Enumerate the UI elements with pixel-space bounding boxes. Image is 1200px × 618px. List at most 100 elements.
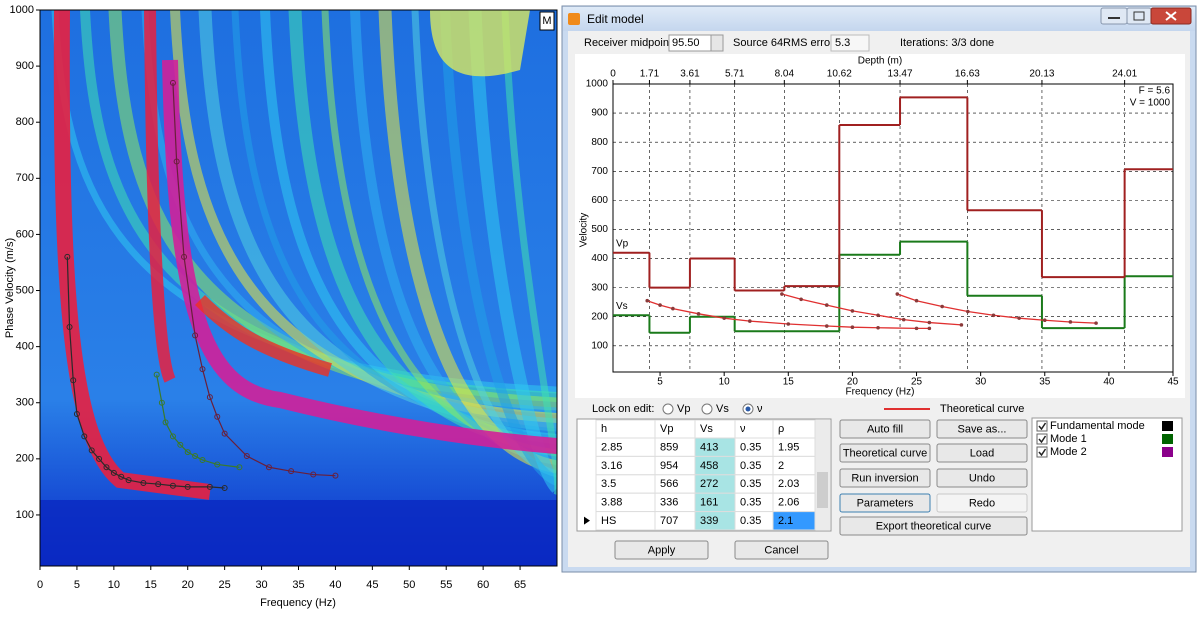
button[interactable] — [936, 443, 1028, 463]
curve-point — [914, 326, 919, 331]
button-label: Save as... — [958, 423, 1007, 435]
pick-point — [158, 399, 165, 406]
table-cell-text: 0.35 — [740, 478, 761, 490]
button[interactable] — [839, 419, 931, 439]
curve-point — [1042, 318, 1047, 323]
annotation: V = 1000 — [1130, 98, 1171, 109]
mode-name: Mode 1 — [1050, 433, 1087, 445]
chart-area — [575, 54, 1185, 398]
table-cell-text: 954 — [660, 460, 678, 472]
table-cell-text: 0.35 — [740, 515, 761, 527]
pick-point — [184, 449, 191, 456]
table-cell[interactable] — [772, 511, 816, 531]
curve-point — [722, 316, 726, 320]
pick-point — [214, 413, 221, 420]
table-cell-text: 3.5 — [601, 478, 616, 490]
image-streak — [468, 10, 557, 493]
x-tick-label: 35 — [292, 579, 304, 591]
scrollbar-thumb[interactable] — [817, 472, 828, 508]
dispersion-image — [40, 10, 557, 566]
iterations-label: Iterations: 3/3 done — [900, 37, 994, 49]
mode-checkbox[interactable] — [1036, 420, 1048, 432]
curve-point — [658, 303, 662, 307]
y-tick-label: 800 — [16, 116, 34, 128]
pick-point — [103, 464, 110, 471]
x-tick-label: 40 — [1103, 377, 1115, 388]
y-tick-label: 600 — [591, 195, 608, 206]
table-cell-text: 2.03 — [778, 478, 799, 490]
pick-point — [243, 453, 250, 460]
y-tick-label: 200 — [591, 311, 608, 322]
curve-point — [786, 322, 791, 326]
pick-point — [288, 468, 295, 475]
button[interactable] — [839, 516, 1028, 536]
curve-point — [927, 320, 932, 325]
x-tick-label: 25 — [911, 377, 923, 388]
x-tick-label: 20 — [847, 377, 859, 388]
theoretical-legend-label: Theoretical curve — [940, 403, 1024, 415]
title-bar — [563, 7, 1195, 31]
button[interactable] — [936, 419, 1028, 439]
depth-tick-label: 24.01 — [1112, 69, 1137, 80]
curve-point — [927, 326, 932, 331]
curve-point — [671, 306, 675, 311]
rms-label: RMS error — [783, 37, 834, 49]
pick-point — [169, 482, 176, 489]
mode-checkbox[interactable] — [1036, 433, 1048, 445]
pick-point — [96, 455, 103, 462]
button[interactable] — [936, 468, 1028, 488]
rms-field — [830, 34, 870, 52]
x-axis-label: Frequency (Hz) — [260, 597, 336, 609]
button-label: Load — [970, 447, 994, 459]
maximize-button[interactable] — [1126, 7, 1152, 25]
minimize-button[interactable] — [1100, 7, 1128, 25]
depth-tick-label: 8.04 — [775, 69, 795, 80]
pick-point — [169, 433, 176, 440]
button-label: Auto fill — [867, 423, 903, 435]
x-tick-label: 5 — [657, 377, 663, 388]
depth-tick-label: 0 — [610, 69, 616, 80]
table-cell-text: 336 — [660, 497, 678, 509]
button[interactable] — [734, 540, 829, 560]
dispersion-curve — [647, 300, 930, 330]
lock-radio[interactable] — [662, 403, 674, 415]
y-tick-label: 700 — [16, 172, 34, 184]
depth-tick-label: 1.71 — [640, 69, 660, 80]
button-label: Undo — [969, 472, 995, 484]
table-cell-text: 272 — [700, 478, 718, 490]
y-tick-label: 100 — [16, 509, 34, 521]
image-band — [430, 10, 530, 77]
y-tick-label: 500 — [591, 224, 608, 235]
lock-radio[interactable] — [701, 403, 713, 415]
table-cell-text: 2.85 — [601, 441, 622, 453]
button[interactable] — [839, 443, 931, 463]
y-tick-label: 500 — [16, 284, 34, 296]
button[interactable] — [839, 468, 931, 488]
mode-swatch — [1162, 434, 1173, 444]
lock-option: Vs — [716, 403, 729, 415]
depth-axis-label: Depth (m) — [858, 56, 902, 67]
x-tick-label: 25 — [219, 579, 231, 591]
pick-point — [173, 158, 180, 165]
x-tick-label: 45 — [366, 579, 378, 591]
pick-line — [156, 374, 240, 468]
curve-point — [696, 312, 701, 316]
marker-box — [539, 11, 555, 31]
button[interactable] — [839, 493, 931, 513]
image-band — [195, 295, 332, 377]
table-header: ν — [740, 423, 746, 435]
curve-point — [799, 297, 803, 302]
pick-point — [162, 419, 169, 426]
table-cell-text: 2.06 — [778, 497, 799, 509]
pick-point — [88, 447, 95, 454]
mode-swatch — [1162, 421, 1173, 431]
y-tick-label: 200 — [16, 453, 34, 465]
velocity-axis-label: Velocity — [579, 213, 590, 247]
mode-checkbox[interactable] — [1036, 446, 1048, 458]
table-cell-text: 566 — [660, 478, 678, 490]
table-cell-text: 2 — [778, 460, 784, 472]
receiver-spinner[interactable] — [710, 34, 724, 52]
button[interactable] — [614, 540, 709, 560]
pick-point — [169, 79, 176, 86]
